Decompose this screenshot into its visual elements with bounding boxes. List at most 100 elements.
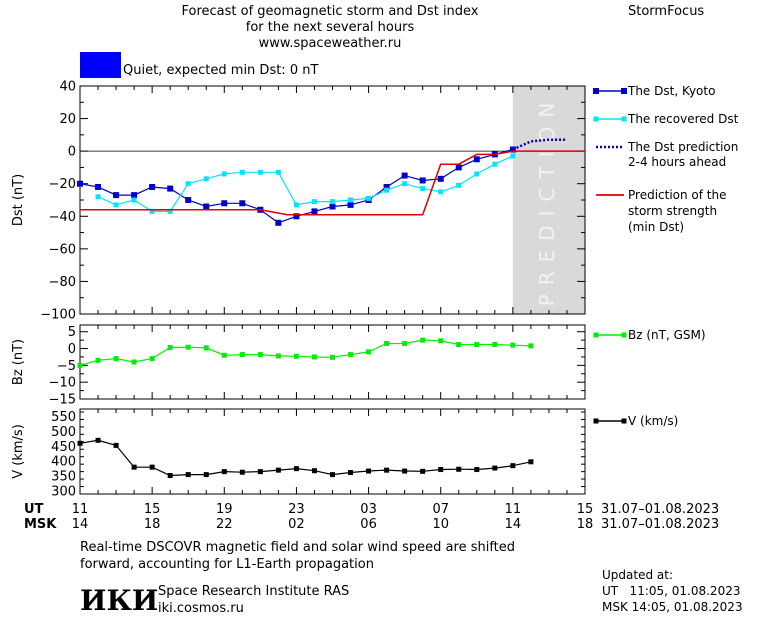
- msk-tick-label: 18: [144, 517, 161, 532]
- recovered-dst-point: [474, 171, 480, 177]
- recovered-dst-point: [420, 186, 426, 192]
- legend-bz-sample-marker: [621, 332, 627, 338]
- v-point: [330, 472, 335, 478]
- bz-point: [77, 362, 83, 368]
- bz-point: [113, 356, 119, 362]
- dst-kyoto-point: [275, 219, 282, 226]
- legend-prediction-line2: 2-4 hours ahead: [628, 155, 727, 169]
- dst-y-tick-label: −80: [49, 275, 76, 290]
- dst-kyoto-point: [437, 175, 444, 182]
- dst-y-tick-label: −40: [49, 210, 76, 225]
- status-color-box: [80, 52, 121, 78]
- dst-kyoto-point: [293, 213, 300, 220]
- v-line: [79, 439, 532, 477]
- v-y-tick-label: 300: [51, 485, 76, 500]
- recovered-dst-point: [293, 202, 299, 208]
- legend-strength-line3: (min Dst): [628, 220, 685, 234]
- bz-point: [95, 357, 101, 363]
- recovered-dst-point: [402, 181, 408, 187]
- dst-y-tick-label: −20: [49, 177, 76, 192]
- recovered-dst-point: [221, 171, 227, 177]
- dst-prediction-line: [512, 138, 567, 151]
- legend-v-sample-marker: [621, 418, 627, 424]
- recovered-dst-point: [510, 153, 516, 159]
- v-point: [402, 468, 408, 474]
- bz-point: [149, 356, 155, 362]
- recovered-dst-point: [311, 199, 317, 205]
- bz-point: [384, 341, 390, 346]
- prediction-band: [512, 86, 585, 314]
- v-point: [167, 473, 173, 479]
- bz-point: [366, 349, 372, 355]
- bz-y-axis-label: Bz (nT): [11, 339, 26, 385]
- legend-recovered: The recovered Dst: [628, 112, 739, 126]
- ut-tick-label: 07: [432, 502, 449, 517]
- v-point: [275, 467, 281, 473]
- v-point: [203, 472, 209, 478]
- dst-kyoto-point: [149, 183, 156, 190]
- v-point: [293, 466, 299, 472]
- dst-kyoto-point: [203, 203, 210, 210]
- v-point: [131, 464, 137, 470]
- dst-y-axis-label: Dst (nT): [11, 174, 26, 226]
- source-url[interactable]: www.spaceweather.ru: [258, 36, 402, 51]
- msk-tick-label: 10: [432, 517, 449, 532]
- v-y-tick-label: 400: [51, 455, 76, 470]
- legend-recovered-sample-marker: [621, 116, 627, 122]
- v-y-axis-label: V (km/s): [11, 424, 26, 479]
- recovered-dst-point: [95, 194, 101, 200]
- iki-logo: ИКИ: [80, 584, 159, 617]
- prediction-label: PREDICTION: [535, 94, 559, 307]
- v-point: [438, 467, 444, 473]
- recovered-dst-point: [203, 176, 209, 182]
- recovered-dst-line: [97, 155, 514, 212]
- dst-kyoto-point: [347, 201, 354, 208]
- bz-point: [420, 337, 426, 343]
- v-y-tick-label: 350: [51, 470, 76, 485]
- bz-point: [492, 342, 498, 348]
- bz-point: [402, 341, 408, 346]
- bz-point: [474, 342, 480, 348]
- msk-tick-label: 18: [577, 517, 594, 532]
- dst-kyoto-line: [79, 148, 514, 224]
- legend-strength-line1: Prediction of the: [628, 188, 727, 202]
- msk-tick-label: 06: [360, 517, 377, 532]
- brand-name: StormFocus: [628, 4, 705, 19]
- bz-y-tick-label: 5: [68, 325, 76, 340]
- recovered-dst-point: [185, 181, 191, 187]
- bz-point: [510, 342, 516, 348]
- status-text: Quiet, expected min Dst: 0 nT: [123, 63, 319, 78]
- dst-kyoto-point: [113, 192, 120, 199]
- recovered-dst-point: [438, 189, 444, 195]
- recovered-dst-point: [492, 161, 498, 167]
- msk-tick-label: 14: [72, 517, 89, 532]
- ut-label: UT: [24, 502, 44, 517]
- updated-label: Updated at:: [602, 568, 673, 582]
- ut-tick-label: 15: [144, 502, 161, 517]
- dst-kyoto-point: [383, 183, 390, 190]
- legend-bz: Bz (nT, GSM): [628, 328, 706, 342]
- bz-point: [293, 353, 299, 359]
- v-point: [77, 440, 83, 446]
- bz-frame: [79, 324, 586, 400]
- recovered-dst-point: [384, 187, 390, 193]
- dst-kyoto-point: [185, 197, 192, 203]
- dst-y-tick-label: 40: [59, 80, 76, 95]
- legend-v-sample-marker: [593, 418, 599, 424]
- ut-date-range: 31.07–01.08.2023: [601, 502, 719, 517]
- v-point: [420, 468, 426, 474]
- v-point: [384, 467, 390, 473]
- dst-y-tick-label: −60: [49, 242, 76, 257]
- chart-title-line2: for the next several hours: [245, 20, 415, 35]
- chart-title-line1: Forecast of geomagnetic storm and Dst in…: [181, 4, 479, 19]
- dst-y-tick-label: −100: [40, 308, 76, 323]
- legend-bz-sample-marker: [593, 332, 599, 338]
- v-y-tick-label: 500: [51, 425, 76, 440]
- v-point: [510, 463, 516, 469]
- v-point: [311, 468, 317, 474]
- recovered-dst-point: [113, 202, 119, 208]
- recovered-dst-point: [330, 199, 335, 205]
- recovered-dst-point: [348, 197, 354, 203]
- institute-site[interactable]: iki.cosmos.ru: [158, 601, 244, 616]
